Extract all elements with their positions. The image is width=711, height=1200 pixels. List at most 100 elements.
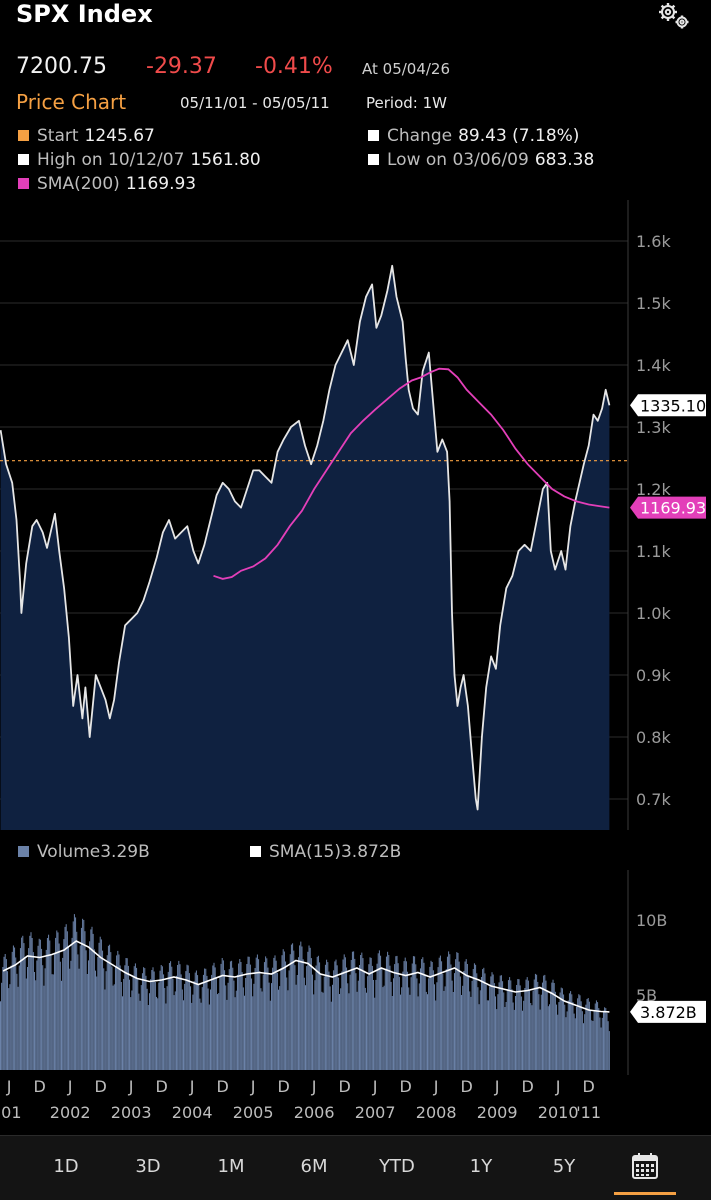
volume-bar bbox=[22, 935, 24, 1070]
volume-bar bbox=[10, 965, 12, 1070]
period-label[interactable]: Period: 1W bbox=[366, 94, 447, 112]
volume-bar bbox=[249, 964, 251, 1070]
calendar-icon[interactable] bbox=[630, 1152, 660, 1180]
volume-bar bbox=[451, 980, 453, 1070]
tab-1y[interactable]: 1Y bbox=[469, 1156, 493, 1177]
volume-bar bbox=[330, 1001, 332, 1070]
volume-bar bbox=[371, 965, 373, 1070]
volume-bar bbox=[458, 961, 460, 1070]
tab-5y[interactable]: 5Y bbox=[552, 1156, 576, 1177]
volume-bar bbox=[382, 987, 384, 1070]
x-year-label: 2008 bbox=[416, 1103, 457, 1122]
volume-bar bbox=[65, 924, 67, 1070]
price-change: -29.37 bbox=[146, 54, 217, 79]
volume-bar bbox=[317, 955, 319, 1070]
volume-bar bbox=[234, 997, 236, 1070]
volume-bar bbox=[422, 957, 424, 1070]
start-marker-icon bbox=[18, 130, 29, 141]
volume-bar bbox=[93, 949, 95, 1070]
x-tick-label: D bbox=[277, 1077, 289, 1096]
volume-bar bbox=[366, 992, 367, 1070]
volume-bar bbox=[586, 999, 588, 1070]
tab-6m[interactable]: 6M bbox=[300, 1156, 328, 1177]
volume-bar bbox=[358, 965, 360, 1070]
volume-bar bbox=[561, 988, 563, 1070]
volume-bar bbox=[543, 975, 545, 1070]
gear-icon[interactable] bbox=[654, 0, 694, 32]
volume-bar bbox=[124, 965, 126, 1070]
date-range[interactable]: 05/11/01 - 05/05/11 bbox=[180, 94, 330, 112]
calendar-selected-indicator bbox=[614, 1192, 676, 1195]
volume-bar bbox=[146, 988, 148, 1070]
volume-bar bbox=[24, 958, 26, 1070]
volume-bar bbox=[509, 977, 511, 1070]
volume-bar bbox=[354, 958, 356, 1070]
volume-bar bbox=[564, 1004, 566, 1070]
volume-bar bbox=[511, 989, 513, 1070]
volume-bar bbox=[572, 1002, 574, 1070]
x-tick-label: D bbox=[216, 1077, 228, 1096]
volume-bar bbox=[219, 976, 221, 1070]
volume-bar bbox=[57, 932, 59, 1070]
volume-bar bbox=[361, 952, 363, 1070]
volume-bar bbox=[238, 963, 240, 1070]
volume-bar bbox=[174, 991, 176, 1070]
volume-bar bbox=[263, 962, 265, 1070]
volume-bar bbox=[175, 975, 177, 1070]
x-tick-label: J bbox=[494, 1077, 500, 1096]
tab-1m[interactable]: 1M bbox=[217, 1156, 245, 1177]
volume-bar bbox=[293, 950, 295, 1070]
volume-bar bbox=[18, 965, 20, 1070]
volume-bar bbox=[310, 958, 312, 1070]
volume-bar bbox=[58, 943, 60, 1070]
volume-bar bbox=[434, 984, 436, 1070]
change-marker-icon bbox=[368, 130, 379, 141]
volume-bar bbox=[329, 986, 331, 1070]
volume-bar bbox=[529, 989, 531, 1070]
volume-bar bbox=[118, 954, 120, 1070]
volume-bar bbox=[208, 1004, 210, 1070]
volume-bar bbox=[209, 989, 211, 1070]
volume-bar bbox=[233, 980, 235, 1070]
volume-bar bbox=[506, 989, 508, 1070]
volume-bar bbox=[355, 973, 357, 1070]
volume-bar bbox=[78, 968, 80, 1070]
x-year-label: 2006 bbox=[294, 1103, 335, 1122]
volume-bar bbox=[137, 978, 139, 1070]
volume-bar bbox=[597, 1002, 599, 1070]
x-tick-label: D bbox=[521, 1077, 533, 1096]
volume-bar bbox=[428, 978, 430, 1070]
volume-bar bbox=[397, 963, 399, 1070]
volume-chart-svg[interactable]: 5B10B3.872BJ'01DJ2002DJ2003DJ2004DJ2005D… bbox=[0, 870, 711, 1130]
volume-bar bbox=[87, 960, 89, 1070]
volume-bar bbox=[185, 971, 187, 1070]
volume-bar bbox=[194, 972, 196, 1070]
tab-3d[interactable]: 3D bbox=[135, 1156, 161, 1177]
volume-bar bbox=[369, 957, 371, 1070]
volume-bar bbox=[42, 965, 44, 1070]
tab-ytd[interactable]: YTD bbox=[379, 1156, 415, 1177]
volume-bar bbox=[441, 961, 443, 1070]
x-year-label: 2007 bbox=[355, 1103, 396, 1122]
volume-bar bbox=[61, 980, 62, 1070]
volume-bar bbox=[505, 1002, 507, 1070]
price-chart[interactable]: 0.7k 0.8k 0.9k 1.0k 1.1k 1.2k 1.3k 1.4k 1.5k 1.6k… bbox=[0, 200, 711, 835]
volume-bar bbox=[606, 1013, 608, 1070]
volume-chart[interactable]: 5B10B3.872BJ'01DJ2002DJ2003DJ2004DJ2005D… bbox=[0, 870, 711, 1130]
volume-bar bbox=[495, 996, 497, 1070]
volume-bar bbox=[240, 962, 242, 1070]
volume-bar bbox=[541, 982, 543, 1070]
volume-bar bbox=[475, 964, 477, 1070]
volume-bar bbox=[571, 994, 573, 1070]
volume-bar bbox=[362, 958, 364, 1070]
tab-1d[interactable]: 1D bbox=[53, 1156, 79, 1177]
volume-bar bbox=[110, 952, 112, 1070]
volume-bar bbox=[425, 991, 427, 1070]
volume-bar bbox=[373, 980, 375, 1070]
volume-bar bbox=[313, 994, 315, 1070]
volume-bar bbox=[350, 960, 352, 1070]
volume-bar bbox=[262, 974, 264, 1070]
price-chart-svg[interactable]: 0.7k 0.8k 0.9k 1.0k 1.1k 1.2k 1.3k 1.4k 1.5k 1.6k… bbox=[0, 200, 711, 835]
volume-bar bbox=[357, 980, 359, 1070]
volume-bar bbox=[418, 983, 420, 1070]
